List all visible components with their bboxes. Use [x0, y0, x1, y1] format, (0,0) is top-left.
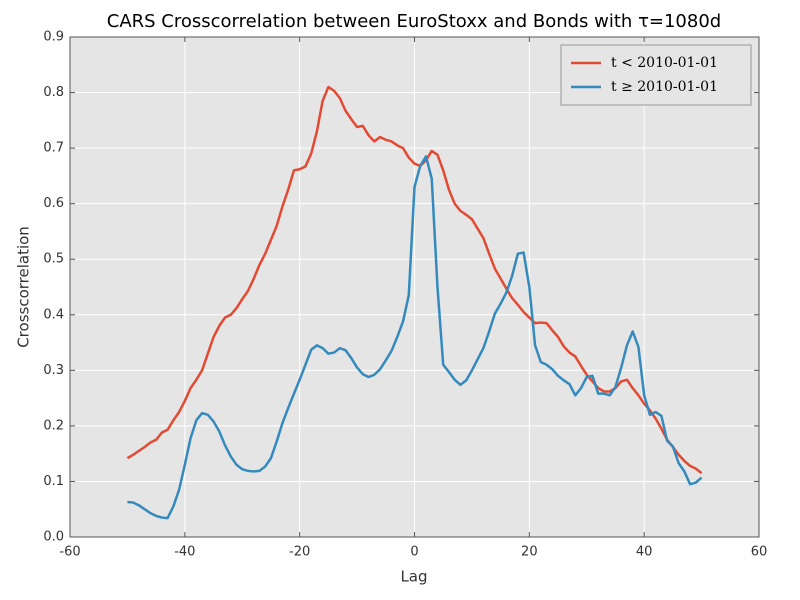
chart-title: CARS Crosscorrelation between EuroStoxx …	[107, 11, 721, 32]
x-tick-label: 20	[521, 545, 538, 560]
plot-frame	[69, 36, 760, 538]
x-tick-label: -60	[59, 545, 80, 560]
y-tick-label: 0.7	[43, 141, 64, 156]
line	[127, 155, 703, 520]
y-tick-label: 0.4	[43, 307, 64, 322]
y-tick-label: 0.5	[43, 252, 64, 267]
x-tick-label: 0	[410, 545, 418, 560]
x-axis-label: Lag	[400, 568, 427, 586]
y-tick-label: 0.6	[43, 196, 64, 211]
y-tick-label: 0.2	[43, 418, 64, 433]
x-tick-label: -40	[174, 545, 195, 560]
legend-label: t ≥ 2010-01-01	[611, 79, 718, 95]
y-tick-label: 0.9	[43, 30, 64, 45]
y-tick-label: 0.0	[43, 530, 64, 545]
legend-box	[560, 44, 752, 106]
y-tick-label: 0.1	[43, 474, 64, 489]
x-tick-label: -20	[289, 545, 310, 560]
legend-label: t < 2010-01-01	[611, 55, 718, 71]
line	[126, 85, 703, 475]
y-tick-label: 0.8	[43, 85, 64, 100]
x-tick-label: 60	[751, 545, 768, 560]
y-axis-label: Crosscorrelation	[15, 226, 33, 348]
y-tick-label: 0.3	[43, 363, 64, 378]
x-tick-label: 40	[636, 545, 653, 560]
